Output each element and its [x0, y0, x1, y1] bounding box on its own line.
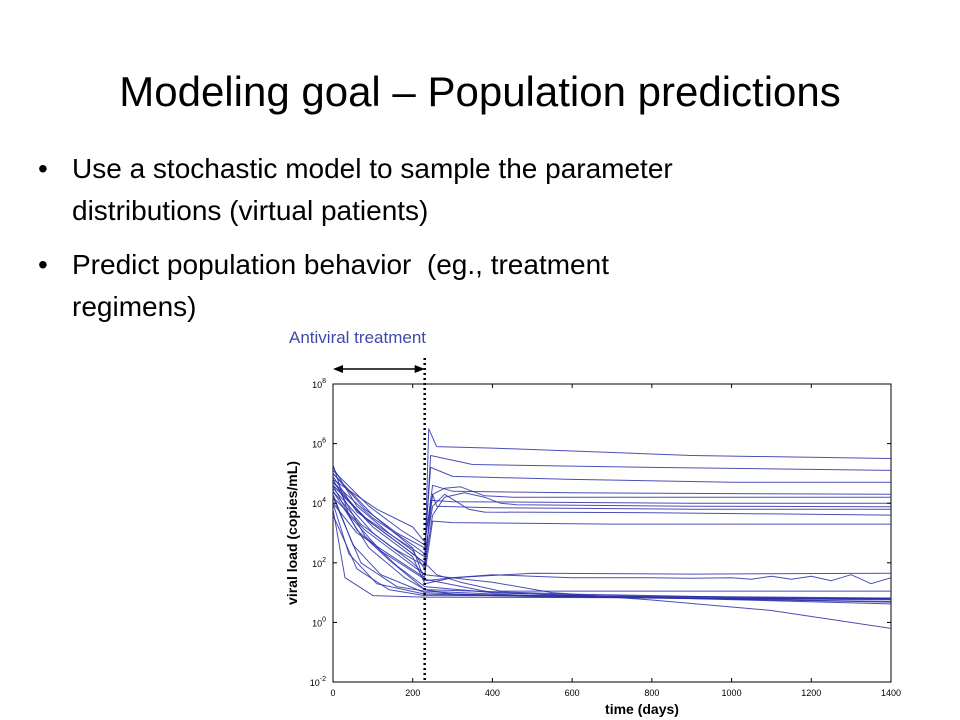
- series-line-15: [332, 466, 891, 549]
- series-line-19: [332, 470, 892, 546]
- series-line-11: [332, 481, 891, 592]
- bullet-list: • Use a stochastic model to sample the p…: [38, 148, 938, 340]
- x-tick-label: 400: [485, 688, 500, 698]
- y-tick-label: 102: [312, 557, 326, 569]
- x-tick-label: 200: [405, 688, 420, 698]
- treatment-annotation: Antiviral treatment: [289, 328, 426, 347]
- bullet-text-line: regimens): [72, 291, 197, 322]
- y-tick-label: 106: [312, 438, 326, 450]
- slide-title: Modeling goal – Population predictions: [119, 68, 841, 115]
- y-tick-label: 10-2: [310, 676, 326, 688]
- series-line-21: [332, 496, 891, 576]
- x-tick-label: 1200: [801, 688, 821, 698]
- series-line-18: [332, 490, 892, 567]
- series-line-10: [332, 464, 891, 600]
- x-tick-label: 600: [565, 688, 580, 698]
- series-line-20: [332, 481, 892, 555]
- y-tick-label: 104: [312, 497, 326, 509]
- plot-frame: [332, 383, 892, 683]
- bullet-item: • Use a stochastic model to sample the p…: [38, 148, 938, 232]
- series-line-16: [332, 455, 892, 558]
- x-tick-label: 1400: [881, 688, 901, 698]
- x-tick-label: 1000: [722, 688, 742, 698]
- y-axis-label: viral load (copies/mL): [284, 461, 300, 605]
- bullet-text-line: distributions (virtual patients): [72, 195, 429, 226]
- y-tick-label: 108: [312, 378, 326, 390]
- x-axis-label: time (days): [605, 701, 679, 717]
- series-line-3: [332, 503, 892, 605]
- series-line-6: [332, 497, 892, 602]
- bullet-text-line: Use a stochastic model to sample the par…: [72, 153, 673, 184]
- bullet-symbol: •: [38, 153, 48, 184]
- series-line-23: [332, 478, 891, 543]
- bullet-text-line: Predict population behavior (eg., treatm…: [72, 249, 609, 280]
- y-tick-label: 100: [312, 616, 326, 628]
- bullet-item: • Predict population behavior (eg., trea…: [38, 244, 938, 328]
- treatment-arrow-right-head: [414, 365, 425, 373]
- x-tick-label: 0: [330, 688, 335, 698]
- x-tick-label: 800: [644, 688, 659, 698]
- series-line-5: [332, 514, 892, 599]
- series-line-22: [332, 499, 891, 579]
- treatment-arrow-left-head: [333, 365, 343, 373]
- bullet-symbol: •: [38, 249, 48, 280]
- series-line-14: [332, 428, 892, 570]
- series-line-12: [332, 484, 892, 585]
- series-line-7: [332, 509, 892, 600]
